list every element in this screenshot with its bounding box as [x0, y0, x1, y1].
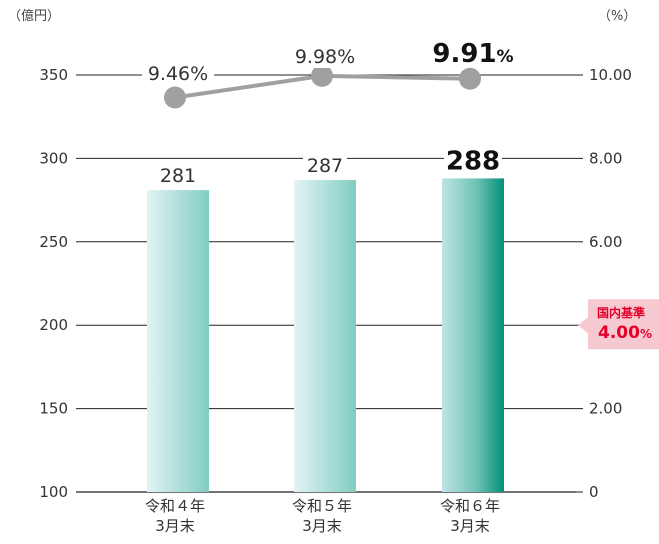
callout-value: 4.00%	[598, 323, 652, 343]
bar-label-backdrop	[303, 153, 347, 176]
category-label: 3月末	[450, 517, 490, 535]
right-tick-label: 8.00	[589, 149, 622, 167]
right-axis-unit-label: （%）	[598, 9, 636, 24]
bar-label-backdrop	[444, 145, 502, 174]
category-labels: 令和４年 3月末 令和５年 3月末 令和６年 3月末	[145, 497, 500, 535]
bar	[147, 190, 209, 493]
ratio-label-backdrop	[431, 38, 515, 66]
right-tick-label: 10.00	[589, 66, 632, 84]
bar-value-label: 288	[446, 146, 500, 176]
left-tick-label: 150	[39, 400, 68, 418]
right-axis-ticks: 0 2.00 6.00 8.00 10.00	[589, 66, 632, 501]
ratio-point	[311, 64, 333, 87]
ratio-value-label: 9.98%	[295, 46, 355, 68]
right-tick-label: 0	[589, 483, 599, 501]
ratio-value-number: 9.91	[432, 39, 496, 69]
bar-value-labels: 281 287 288	[156, 145, 502, 187]
left-tick-label: 250	[39, 233, 68, 251]
right-tick-label: 2.00	[589, 400, 622, 418]
left-tick-label: 200	[39, 316, 68, 334]
ratio-point	[164, 86, 186, 109]
category-label: 令和６年	[440, 497, 500, 515]
left-tick-label: 350	[39, 66, 68, 84]
callout-value-number: 4.00	[598, 323, 640, 343]
category-label: 令和５年	[292, 497, 352, 515]
callout-value-suffix: %	[640, 327, 652, 341]
ratio-value-suffix: %	[497, 47, 514, 67]
ratio-line	[164, 64, 481, 109]
ratio-label-backdrop	[289, 44, 361, 68]
ratio-value-labels: 9.46% 9.98% 9.91%	[142, 38, 515, 85]
bar-label-backdrop	[156, 163, 200, 186]
category-label: 3月末	[155, 517, 195, 535]
ratio-label-backdrop	[142, 61, 214, 85]
ratio-value-label: 9.46%	[148, 63, 208, 85]
left-tick-label: 300	[39, 149, 68, 167]
right-tick-label: 6.00	[589, 233, 622, 251]
bars	[147, 178, 504, 493]
bar	[442, 178, 504, 492]
callout-title: 国内基準	[597, 305, 645, 320]
callout-background	[578, 299, 659, 350]
left-tick-label: 100	[39, 483, 68, 501]
bar	[294, 180, 356, 493]
ratio-point	[459, 67, 481, 90]
left-axis-ticks: 100 150 200 250 300 350	[39, 66, 68, 501]
bar-value-label: 287	[307, 155, 343, 177]
bar-value-label: 281	[160, 165, 196, 187]
category-label: 3月末	[302, 517, 342, 535]
category-label: 令和４年	[145, 497, 205, 515]
domestic-standard-callout: 国内基準 4.00%	[578, 299, 659, 350]
left-axis-unit-label: （億円）	[8, 8, 60, 24]
ratio-value-label: 9.91%	[432, 39, 513, 69]
